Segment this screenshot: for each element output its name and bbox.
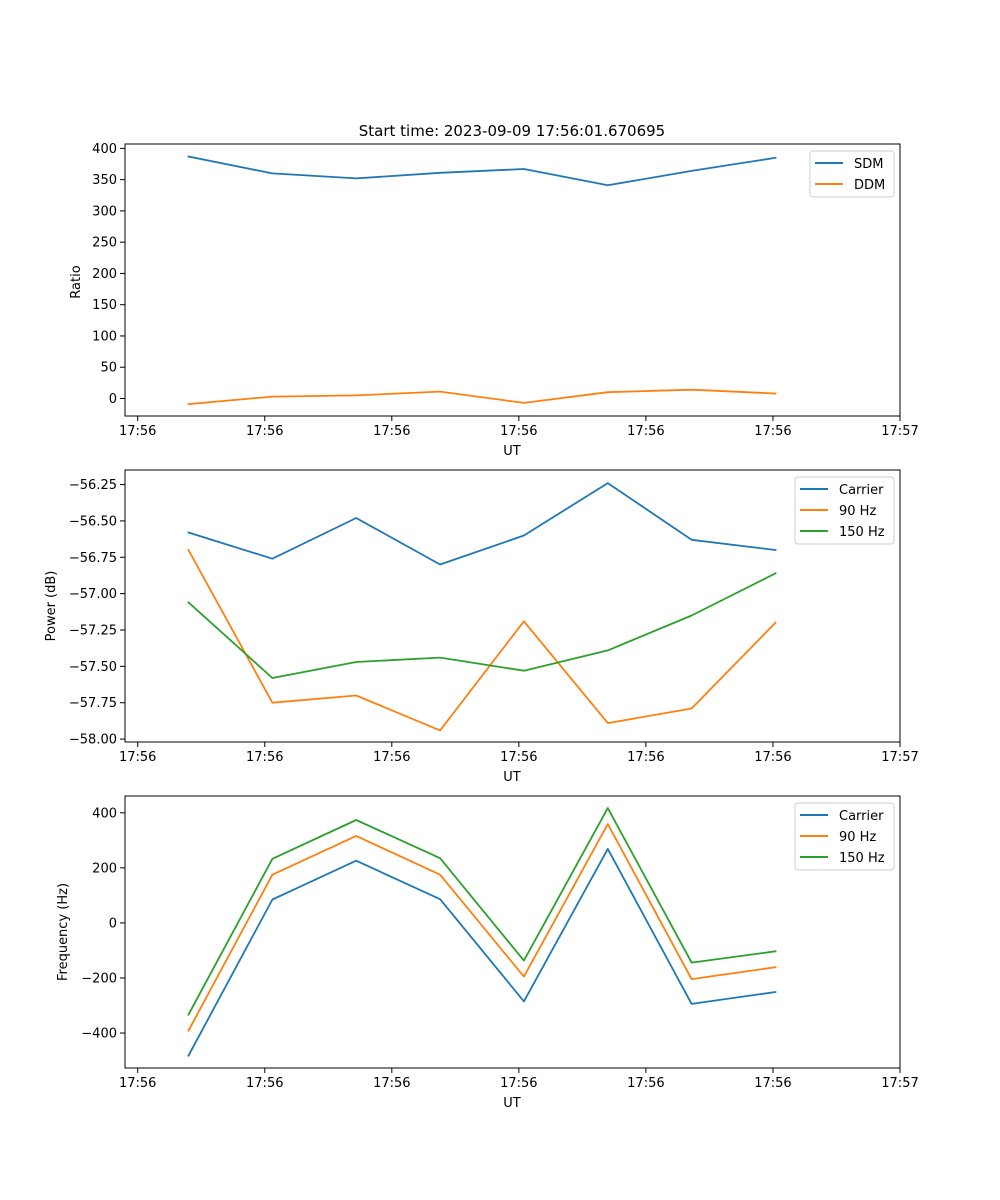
- power-y-tick-label-3: −57.25: [69, 624, 117, 639]
- power-legend-box: [794, 476, 895, 545]
- ratio-y-tick-label-7: 350: [92, 173, 117, 188]
- frequency-y-tick-label-3: 200: [92, 861, 117, 876]
- power-x-tick-label-2: 17:56: [373, 750, 410, 765]
- ratio-series: [187, 155, 777, 406]
- frequency-series: [187, 807, 777, 1057]
- frequency-legend: Carrier 90 Hz 150 Hz: [794, 802, 895, 871]
- ratio-y-axis: 0 50 100 150 200 250 300 350 400: [92, 142, 125, 407]
- power-x-axis: 17:56 17:56 17:56 17:56 17:56 17:56 17:57: [119, 742, 919, 765]
- ratio-y-tick-label-3: 150: [92, 298, 117, 313]
- power-y-tick-label-4: −57.00: [69, 587, 117, 602]
- ratio-legend-label-sdm: SDM: [854, 157, 883, 172]
- power-series-line-carrier: [187, 482, 777, 566]
- ratio-plot-frame: [124, 143, 901, 417]
- frequency-x-tick-label-3: 17:56: [500, 1076, 537, 1091]
- frequency-series-line-150-hz: [187, 807, 777, 1016]
- power-legend-label-carrier: Carrier: [839, 483, 884, 498]
- frequency-legend-box: [794, 802, 895, 871]
- power-legend-label-90hz: 90 Hz: [839, 504, 876, 519]
- power-legend: Carrier 90 Hz 150 Hz: [794, 476, 895, 545]
- ratio-chart-title: Start time: 2023-09-09 17:56:01.670695: [359, 122, 665, 140]
- frequency-series-line-carrier: [187, 848, 777, 1057]
- power-x-tick-label-0: 17:56: [119, 750, 156, 765]
- frequency-y-tick-label-0: −400: [81, 1027, 117, 1042]
- ratio-panel: 17:56 17:56 17:56 17:56 17:56 17:56 17:57 0 50 1…: [69, 122, 919, 459]
- ratio-y-tick-label-4: 200: [92, 267, 117, 282]
- frequency-y-tick-label-4: 400: [92, 806, 117, 821]
- power-y-tick-label-1: −57.75: [69, 696, 117, 711]
- power-legend-label-150hz: 150 Hz: [839, 525, 885, 540]
- ratio-legend: SDM DDM: [809, 150, 895, 198]
- power-x-tick-label-4: 17:56: [627, 750, 664, 765]
- frequency-x-tick-label-0: 17:56: [119, 1076, 156, 1091]
- power-plot-frame: [124, 469, 901, 743]
- frequency-panel: 17:56 17:56 17:56 17:56 17:56 17:56 17:57 −400…: [56, 795, 919, 1111]
- ratio-y-tick-label-8: 400: [92, 142, 117, 157]
- ratio-x-tick-label-6: 17:57: [881, 424, 918, 439]
- power-x-tick-label-3: 17:56: [500, 750, 537, 765]
- ratio-y-axis-label: Ratio: [69, 265, 84, 298]
- ratio-x-tick-label-5: 17:56: [754, 424, 791, 439]
- ratio-y-tick-label-6: 300: [92, 204, 117, 219]
- ratio-y-tick-label-5: 250: [92, 236, 117, 251]
- ratio-x-tick-label-2: 17:56: [373, 424, 410, 439]
- power-y-tick-label-7: −56.25: [69, 478, 117, 493]
- frequency-x-axis: 17:56 17:56 17:56 17:56 17:56 17:56 17:57: [119, 1068, 919, 1091]
- ratio-y-tick-label-1: 50: [100, 361, 117, 376]
- power-x-tick-label-6: 17:57: [881, 750, 918, 765]
- ratio-series-line-ddm: [187, 388, 777, 406]
- frequency-x-tick-label-1: 17:56: [246, 1076, 283, 1091]
- power-x-tick-label-1: 17:56: [246, 750, 283, 765]
- power-y-tick-label-6: −56.50: [69, 514, 117, 529]
- power-y-tick-label-2: −57.50: [69, 660, 117, 675]
- power-series: [187, 482, 777, 732]
- frequency-legend-label-150hz: 150 Hz: [839, 851, 885, 866]
- ratio-x-tick-label-0: 17:56: [119, 424, 156, 439]
- frequency-x-tick-label-4: 17:56: [627, 1076, 664, 1091]
- ratio-x-tick-label-1: 17:56: [246, 424, 283, 439]
- frequency-series-line-90-hz: [187, 823, 777, 1032]
- frequency-y-tick-label-1: −200: [81, 971, 117, 986]
- ratio-y-tick-label-0: 0: [109, 392, 117, 407]
- frequency-y-axis-label: Frequency (Hz): [56, 883, 71, 981]
- power-series-line-90-hz: [187, 548, 777, 732]
- power-y-axis: −58.00 −57.75 −57.50 −57.25 −57.00 −56.75 −56.…: [69, 478, 125, 748]
- frequency-legend-label-90hz: 90 Hz: [839, 830, 876, 845]
- power-x-tick-label-5: 17:56: [754, 750, 791, 765]
- power-y-tick-label-0: −58.00: [69, 733, 117, 748]
- ratio-legend-label-ddm: DDM: [854, 178, 885, 193]
- frequency-x-tick-label-5: 17:56: [754, 1076, 791, 1091]
- frequency-x-tick-label-6: 17:57: [881, 1076, 918, 1091]
- frequency-plot-frame: [124, 795, 901, 1069]
- power-panel: 17:56 17:56 17:56 17:56 17:56 17:56 17:57 −58.…: [44, 469, 919, 785]
- ratio-y-tick-label-2: 100: [92, 329, 117, 344]
- ratio-x-axis: 17:56 17:56 17:56 17:56 17:56 17:56 17:57: [119, 416, 919, 439]
- power-y-tick-label-5: −56.75: [69, 551, 117, 566]
- ratio-x-tick-label-3: 17:56: [500, 424, 537, 439]
- frequency-x-tick-label-2: 17:56: [373, 1076, 410, 1091]
- frequency-legend-label-carrier: Carrier: [839, 809, 884, 824]
- frequency-y-tick-label-2: 0: [109, 916, 117, 931]
- ratio-x-tick-label-4: 17:56: [627, 424, 664, 439]
- power-y-axis-label: Power (dB): [44, 571, 59, 642]
- frequency-y-axis: −400 −200 0 200 400: [81, 806, 125, 1042]
- frequency-x-axis-label: UT: [503, 1096, 521, 1111]
- ratio-series-line-sdm: [187, 155, 777, 187]
- power-series-line-150-hz: [187, 572, 777, 679]
- power-x-axis-label: UT: [503, 770, 521, 785]
- ratio-x-axis-label: UT: [503, 444, 521, 459]
